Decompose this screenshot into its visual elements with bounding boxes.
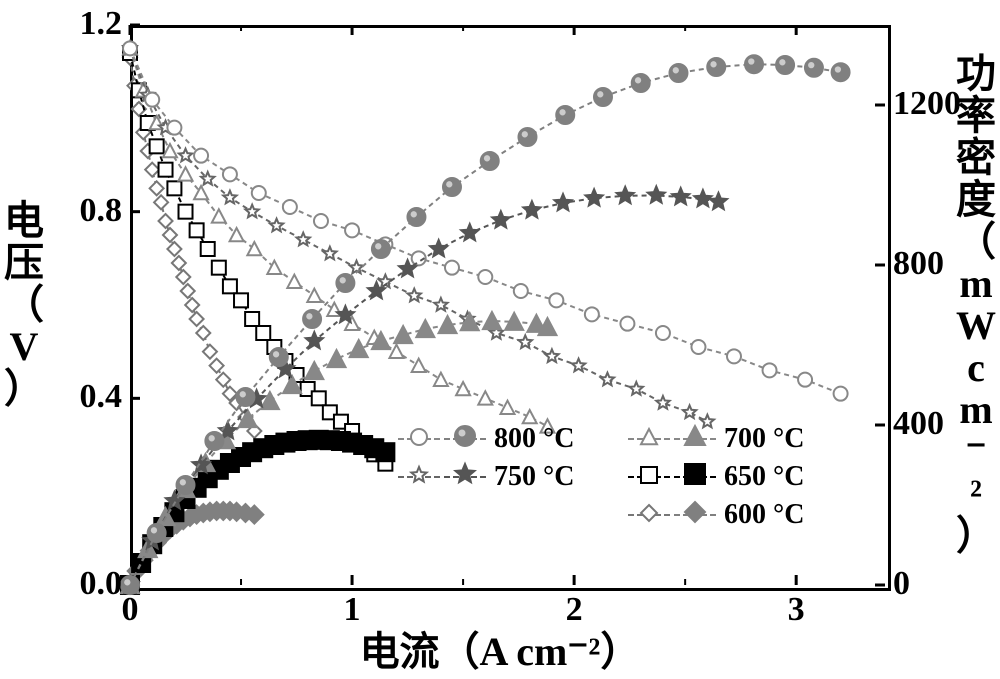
legend-item: 600 °C [628,499,858,531]
y-right-tick-label: 1200 [893,85,973,123]
chart-svg [0,0,1000,679]
legend-row: 600 °C [398,496,858,534]
y-left-tick-label: 0.8 [52,192,122,230]
y-left-tick-label: 0.0 [52,565,122,603]
legend-label: 700 °C [724,423,804,455]
y-right-tick-label: 0 [893,565,973,603]
legend: 800 °C 700 °C 750 °C 650 °C 600 °C [398,420,858,534]
legend-item: 700 °C [628,423,858,455]
x-tick-label: 1 [322,591,382,629]
legend-row: 750 °C 650 °C [398,458,858,496]
y-left-tick-label: 1.2 [52,5,122,43]
x-tick-label: 3 [766,591,826,629]
legend-item: 750 °C [398,461,628,493]
legend-label: 750 °C [494,461,574,493]
y-right-tick-label: 800 [893,245,973,283]
legend-label: 600 °C [724,499,804,531]
legend-row: 800 °C 700 °C [398,420,858,458]
y-right-tick-label: 400 [893,405,973,443]
iv-curve-chart: 电压（V） 功率密度（mW cm⁻²） 电流（A cm⁻²） 800 °C 70… [0,0,1000,679]
legend-label: 650 °C [724,461,804,493]
y-left-tick-label: 0.4 [52,378,122,416]
legend-item: 650 °C [628,461,858,493]
legend-label: 800 °C [494,423,574,455]
legend-item: 800 °C [398,423,628,455]
x-tick-label: 2 [544,591,604,629]
